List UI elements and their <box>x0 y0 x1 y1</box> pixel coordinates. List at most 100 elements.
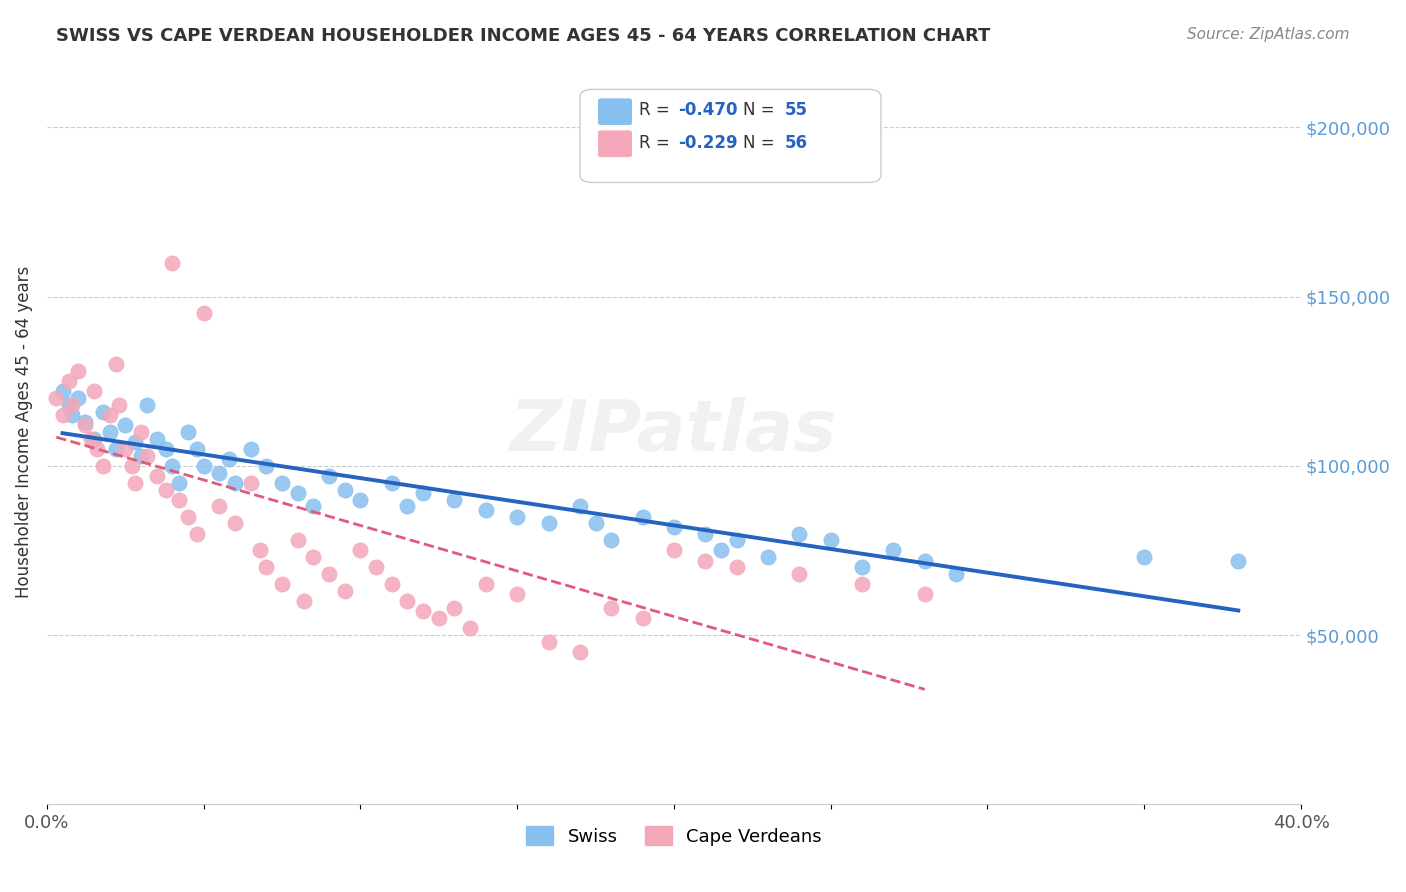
Point <box>851 577 873 591</box>
Point <box>789 526 811 541</box>
Point <box>114 442 136 456</box>
Point <box>396 594 419 608</box>
Point <box>271 475 294 490</box>
Point <box>51 384 73 399</box>
Y-axis label: Householder Income Ages 45 - 64 years: Householder Income Ages 45 - 64 years <box>15 266 32 598</box>
Point <box>104 357 127 371</box>
Point <box>193 458 215 473</box>
Point <box>91 458 114 473</box>
Point <box>1133 550 1156 565</box>
Point <box>631 509 654 524</box>
Text: R =: R = <box>638 101 675 120</box>
Point <box>167 492 190 507</box>
Point <box>80 432 103 446</box>
Point <box>600 533 623 548</box>
Point <box>302 550 325 565</box>
Point <box>186 442 208 456</box>
Point <box>162 458 184 473</box>
Point <box>318 469 340 483</box>
Text: Source: ZipAtlas.com: Source: ZipAtlas.com <box>1187 27 1350 42</box>
Point <box>695 526 717 541</box>
FancyBboxPatch shape <box>599 131 631 156</box>
Point <box>568 645 591 659</box>
Point <box>136 449 159 463</box>
Text: -0.470: -0.470 <box>678 101 737 120</box>
Point <box>86 442 108 456</box>
Point <box>239 442 262 456</box>
Point <box>155 442 177 456</box>
Point <box>349 543 371 558</box>
Point <box>224 475 246 490</box>
Text: SWISS VS CAPE VERDEAN HOUSEHOLDER INCOME AGES 45 - 64 YEARS CORRELATION CHART: SWISS VS CAPE VERDEAN HOUSEHOLDER INCOME… <box>56 27 991 45</box>
Point <box>145 432 167 446</box>
Point <box>475 503 498 517</box>
Point <box>218 452 240 467</box>
Point <box>302 500 325 514</box>
Point <box>412 486 434 500</box>
Point <box>537 635 560 649</box>
Point <box>83 432 105 446</box>
Point <box>349 492 371 507</box>
Text: -0.229: -0.229 <box>678 134 737 152</box>
Point <box>121 458 143 473</box>
Text: 55: 55 <box>785 101 807 120</box>
Point <box>506 509 529 524</box>
Point <box>91 404 114 418</box>
Text: 56: 56 <box>785 134 807 152</box>
FancyBboxPatch shape <box>579 89 882 183</box>
Text: R =: R = <box>638 134 675 152</box>
Point <box>45 391 67 405</box>
Point <box>333 483 356 497</box>
Point <box>155 483 177 497</box>
Point <box>443 601 465 615</box>
Point <box>239 475 262 490</box>
Point <box>585 516 607 531</box>
Point <box>58 374 80 388</box>
Point <box>725 533 748 548</box>
Point <box>396 500 419 514</box>
Point <box>475 577 498 591</box>
Point <box>136 398 159 412</box>
FancyBboxPatch shape <box>599 99 631 124</box>
Point <box>851 560 873 574</box>
Point <box>756 550 779 565</box>
Point <box>271 577 294 591</box>
Point <box>381 577 404 591</box>
Point <box>710 543 733 558</box>
Point <box>249 543 271 558</box>
Text: ZIPatlas: ZIPatlas <box>510 398 838 467</box>
Point <box>381 475 404 490</box>
Point <box>364 560 387 574</box>
Point <box>167 475 190 490</box>
Point <box>1227 553 1250 567</box>
Point <box>945 567 967 582</box>
Point <box>568 500 591 514</box>
Point <box>537 516 560 531</box>
Point <box>224 516 246 531</box>
Point <box>914 553 936 567</box>
Point <box>208 466 231 480</box>
Point <box>58 398 80 412</box>
Point <box>162 256 184 270</box>
Point <box>124 435 146 450</box>
Point <box>662 520 685 534</box>
Point <box>145 469 167 483</box>
Point <box>98 408 121 422</box>
Point <box>83 384 105 399</box>
Legend: Swiss, Cape Verdeans: Swiss, Cape Verdeans <box>517 817 831 855</box>
Text: N =: N = <box>742 101 780 120</box>
Point <box>443 492 465 507</box>
Point <box>98 425 121 439</box>
Point <box>129 449 152 463</box>
Point <box>177 425 200 439</box>
Point <box>789 567 811 582</box>
Point <box>73 418 96 433</box>
Point <box>333 584 356 599</box>
Point <box>412 604 434 618</box>
Point <box>292 594 315 608</box>
Point <box>725 560 748 574</box>
Point <box>254 560 277 574</box>
Point <box>51 408 73 422</box>
Point <box>67 391 90 405</box>
Point <box>129 425 152 439</box>
